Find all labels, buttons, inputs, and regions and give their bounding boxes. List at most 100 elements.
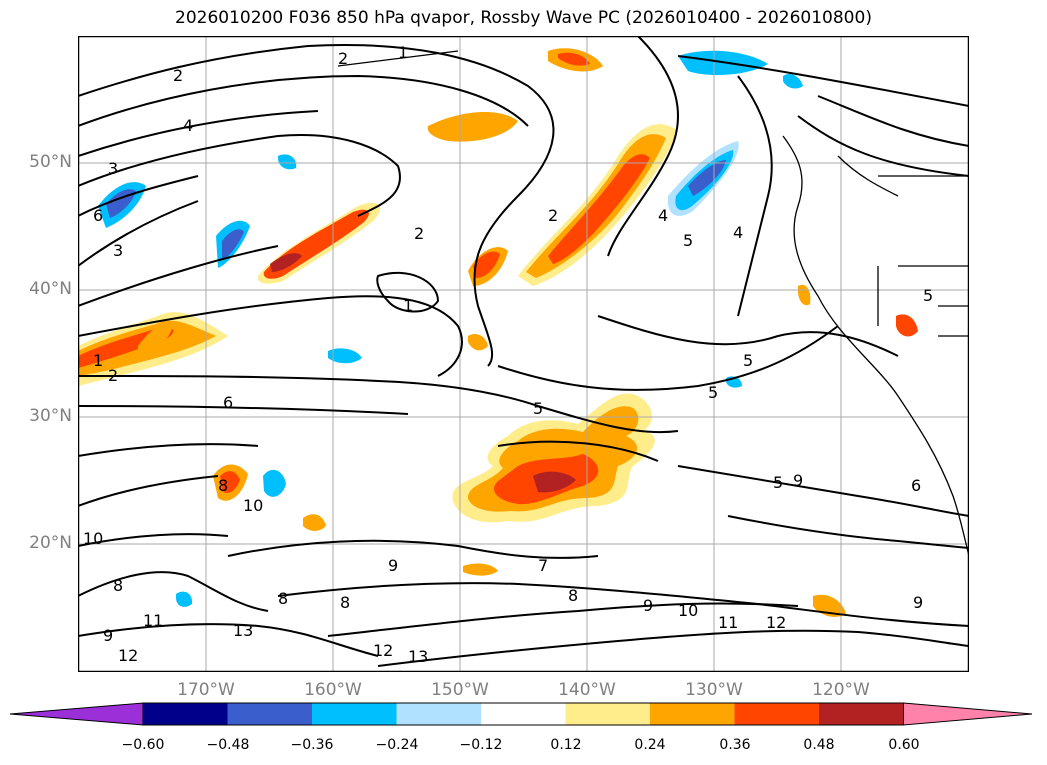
contour-label: 11	[143, 611, 163, 630]
contour-label: 6	[93, 206, 103, 225]
contour-label: 9	[793, 471, 803, 490]
contour-label: 2	[414, 224, 424, 243]
positive-anomaly-region	[427, 111, 518, 142]
colorbar	[10, 702, 1033, 726]
contour-label: 11	[718, 613, 738, 632]
colorbar-label: 0.36	[719, 737, 751, 753]
contour-label: 8	[218, 476, 228, 495]
colorbar-label: −0.60	[121, 737, 165, 753]
positive-anomaly-region	[548, 154, 650, 264]
contour-label: 12	[118, 646, 138, 665]
colorbar-label: −0.48	[206, 737, 250, 753]
contour-label: 10	[243, 496, 263, 515]
positive-anomaly-region	[558, 52, 590, 66]
negative-anomaly-region	[688, 160, 726, 196]
lat-label: 50°N	[29, 152, 72, 172]
contour-label: 7	[538, 556, 548, 575]
contour-label: 3	[108, 159, 118, 178]
contour-label: 8	[278, 589, 288, 608]
contour-labels: 1 2 2 2 1 2 4 3 6 3 4 5 4 5 5 5 5 1 2 6 …	[83, 43, 933, 666]
colorbar-cell	[650, 703, 735, 725]
lat-label: 30°N	[29, 406, 72, 426]
contour-label: 12	[766, 613, 786, 632]
positive-anomaly-region	[533, 471, 576, 493]
lon-label: 120°W	[812, 680, 870, 700]
contour-label: 4	[183, 116, 193, 135]
vapor-contours	[78, 36, 969, 667]
contour-label: 4	[733, 223, 743, 242]
colorbar-cell	[819, 703, 904, 725]
contour-label: 5	[743, 351, 753, 370]
contour-label: 2	[548, 206, 558, 225]
colorbar-label: −0.36	[290, 737, 334, 753]
colorbar-label: −0.12	[459, 737, 503, 753]
contour-label: 2	[108, 366, 118, 385]
colorbar-cell	[565, 703, 650, 725]
contour-label: 12	[373, 641, 393, 660]
figure-title: 2026010200 F036 850 hPa qvapor, Rossby W…	[175, 8, 872, 28]
negative-anomaly-region	[222, 229, 244, 260]
lon-label: 140°W	[558, 680, 616, 700]
positive-anomaly-region	[473, 251, 500, 278]
contour-label: 13	[408, 647, 428, 666]
contour-label: 9	[643, 596, 653, 615]
colorbar-label: 0.12	[550, 737, 582, 753]
positive-anomaly-region	[220, 471, 240, 493]
negative-anomaly-region	[278, 154, 297, 170]
contour-label: 9	[388, 556, 398, 575]
contour-label: 4	[658, 206, 668, 225]
lon-label: 150°W	[431, 680, 489, 700]
contour-label: 8	[113, 576, 123, 595]
colorbar-cell	[10, 702, 144, 726]
colorbar-cell	[143, 703, 228, 725]
colorbar-label: −0.24	[375, 737, 419, 753]
contour-label: 10	[83, 529, 103, 548]
lon-label: 130°W	[685, 680, 743, 700]
lon-label: 170°W	[177, 680, 235, 700]
positive-anomaly-region	[896, 314, 918, 337]
colorbar-cell	[227, 703, 312, 725]
colorbar-cell	[734, 703, 819, 725]
negative-anomaly-region	[328, 348, 362, 364]
contour-label: 5	[773, 473, 783, 492]
positive-anomaly-region	[468, 334, 488, 351]
colorbar-cell	[481, 703, 566, 725]
positive-anomaly-region	[303, 514, 326, 531]
positive-anomaly-region	[270, 253, 302, 272]
contour-label: 5	[708, 383, 718, 402]
negative-anomaly-region	[783, 74, 803, 89]
contour-label: 1	[398, 43, 408, 62]
contour-label: 1	[403, 296, 413, 315]
contour-label: 3	[113, 241, 123, 260]
lat-label: 20°N	[29, 533, 72, 553]
colorbar-label: 0.24	[634, 737, 666, 753]
negative-anomaly-region	[106, 189, 136, 218]
coastlines	[337, 50, 969, 557]
contour-label: 5	[683, 231, 693, 250]
contour-label: 6	[911, 476, 921, 495]
negative-anomaly-region	[176, 591, 193, 607]
contour-label: 2	[173, 66, 183, 85]
colorbar-cell	[312, 703, 397, 725]
positive-anomaly-region	[138, 324, 173, 354]
colorbar-label: 0.48	[803, 737, 835, 753]
contour-label: 8	[340, 593, 350, 612]
contour-label: 10	[678, 601, 698, 620]
contour-label: 6	[223, 393, 233, 412]
contour-label: 5	[533, 399, 543, 418]
map-panel: 1 2 2 2 1 2 4 3 6 3 4 5 4 5 5 5 5 1 2 6 …	[78, 36, 969, 672]
contour-label: 9	[913, 593, 923, 612]
colorbar-cell	[396, 703, 481, 725]
contour-label: 2	[338, 49, 348, 68]
contour-label: 8	[568, 586, 578, 605]
contour-label: 13	[233, 621, 253, 640]
lon-label: 160°W	[304, 680, 362, 700]
colorbar-label: 0.60	[888, 737, 920, 753]
lat-label: 40°N	[29, 279, 72, 299]
negative-anomaly-region	[263, 469, 286, 497]
contour-label: 1	[93, 351, 103, 370]
colorbar-cell	[903, 702, 1033, 726]
contour-label: 9	[103, 626, 113, 645]
colorbar-frame	[142, 702, 904, 726]
contour-label: 5	[923, 286, 933, 305]
